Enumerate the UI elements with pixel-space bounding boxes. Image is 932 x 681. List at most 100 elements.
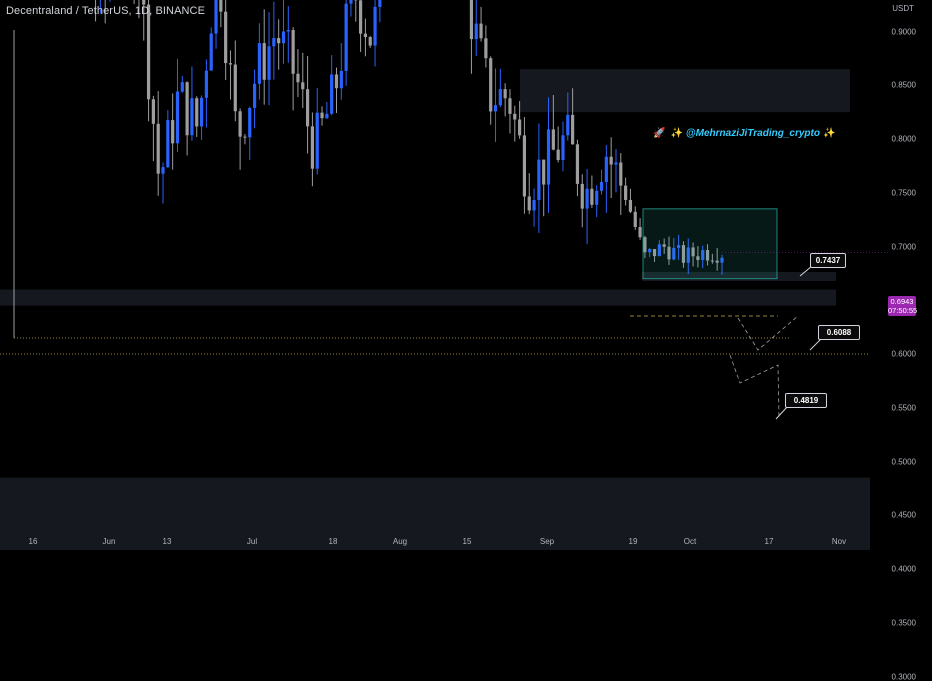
- candle-body: [229, 63, 232, 64]
- candle-body: [479, 24, 482, 39]
- y-tick-label: 0.5000: [892, 457, 916, 466]
- candle-body: [316, 113, 319, 169]
- candle-body: [614, 162, 617, 164]
- y-tick-label: 0.7500: [892, 188, 916, 197]
- candle-body: [566, 115, 569, 135]
- candle-body: [585, 189, 588, 209]
- candle-body: [224, 12, 227, 63]
- candle-body: [176, 92, 179, 144]
- rocket-icon: 🚀: [653, 128, 665, 139]
- candle-body: [590, 189, 593, 205]
- target-callout-0-7437[interactable]: 0.7437: [810, 253, 846, 268]
- price-chart-canvas[interactable]: [0, 0, 932, 550]
- candle-body: [610, 157, 613, 165]
- candle-body: [263, 43, 266, 80]
- candle-body: [552, 129, 555, 149]
- candle-body: [595, 191, 598, 205]
- candle-body: [248, 108, 251, 137]
- candle-body: [484, 38, 487, 58]
- x-tick-label: 18: [329, 537, 338, 546]
- candle-body: [499, 89, 502, 105]
- candle-body: [528, 197, 531, 211]
- candle-body: [547, 129, 550, 184]
- y-tick-label: 0.8000: [892, 135, 916, 144]
- candle-body: [508, 98, 511, 114]
- candle-body: [571, 115, 574, 144]
- candle-body: [513, 114, 516, 120]
- candle-body: [470, 0, 473, 39]
- candle-body: [518, 120, 521, 136]
- sparkle-icon: ✨: [670, 128, 682, 139]
- candle-body: [561, 135, 564, 160]
- x-tick-label: 15: [463, 537, 472, 546]
- candle-body: [494, 105, 497, 111]
- target-callout-0-4819[interactable]: 0.4819: [785, 393, 827, 408]
- current-price-tag: 0.6943 07:50:55: [888, 296, 916, 316]
- candle-body: [267, 46, 270, 79]
- candle-body: [557, 150, 560, 160]
- candle-body: [181, 82, 184, 91]
- candle-body: [542, 160, 545, 185]
- candle-body: [340, 71, 343, 88]
- candle-body: [195, 98, 198, 126]
- candle-body: [320, 113, 323, 119]
- candle-body: [234, 65, 237, 112]
- candle-body: [634, 212, 637, 227]
- candle-body: [277, 38, 280, 43]
- candle-body: [378, 0, 381, 7]
- y-tick-label: 0.7000: [892, 242, 916, 251]
- watermark-handle: @MehrnaziJiTrading_crypto: [686, 128, 820, 139]
- demand-zone: [0, 478, 870, 550]
- candle-body: [239, 111, 242, 136]
- consolidation-box: [643, 209, 777, 279]
- x-tick-label: Aug: [393, 537, 407, 546]
- candle-body: [335, 74, 338, 88]
- candle-body: [489, 58, 492, 111]
- projection-path-upper: [738, 316, 798, 350]
- candle-body: [157, 124, 160, 174]
- y-tick-label: 0.5500: [892, 403, 916, 412]
- target-callout-0-6088[interactable]: 0.6088: [818, 325, 860, 340]
- candle-body: [147, 5, 150, 100]
- candle-body: [369, 37, 372, 46]
- sparkle-icon-end: ✨: [823, 128, 835, 139]
- candle-body: [142, 0, 145, 5]
- candle-body: [219, 0, 222, 12]
- x-tick-label: 19: [629, 537, 638, 546]
- y-tick-label: 0.8500: [892, 81, 916, 90]
- y-tick-label: 0.3000: [892, 672, 916, 681]
- resistance-zone: [520, 69, 850, 112]
- candle-body: [292, 30, 295, 74]
- candle-body: [287, 30, 290, 32]
- candle-body: [296, 74, 299, 83]
- candle-body: [258, 43, 261, 84]
- candle-body: [171, 120, 174, 143]
- candle-body: [576, 144, 579, 184]
- author-watermark: 🚀✨@MehrnaziJiTrading_crypto✨: [653, 128, 838, 139]
- bar-countdown: 07:50:55: [888, 306, 916, 315]
- y-tick-label: 0.4000: [892, 565, 916, 574]
- candle-body: [210, 34, 213, 71]
- y-tick-label: 0.4500: [892, 511, 916, 520]
- candle-body: [532, 200, 535, 210]
- x-tick-label: 13: [163, 537, 172, 546]
- candle-body: [166, 120, 169, 167]
- x-tick-label: Jul: [247, 537, 257, 546]
- x-tick-label: Nov: [832, 537, 846, 546]
- zones-layer: [0, 69, 870, 550]
- candle-body: [161, 167, 164, 174]
- candle-body: [243, 137, 246, 138]
- support-zone: [0, 290, 836, 306]
- candle-body: [330, 74, 333, 113]
- candle-body: [605, 157, 608, 182]
- candle-body: [373, 7, 376, 46]
- current-price-value: 0.6943: [888, 297, 916, 306]
- candle-body: [359, 0, 362, 33]
- y-axis-unit: USDT: [892, 4, 914, 13]
- candle-body: [325, 114, 328, 118]
- candle-body: [214, 0, 217, 34]
- candle-body: [272, 38, 275, 46]
- candle-body: [152, 99, 155, 124]
- candle-body: [190, 98, 193, 135]
- candle-body: [581, 184, 584, 209]
